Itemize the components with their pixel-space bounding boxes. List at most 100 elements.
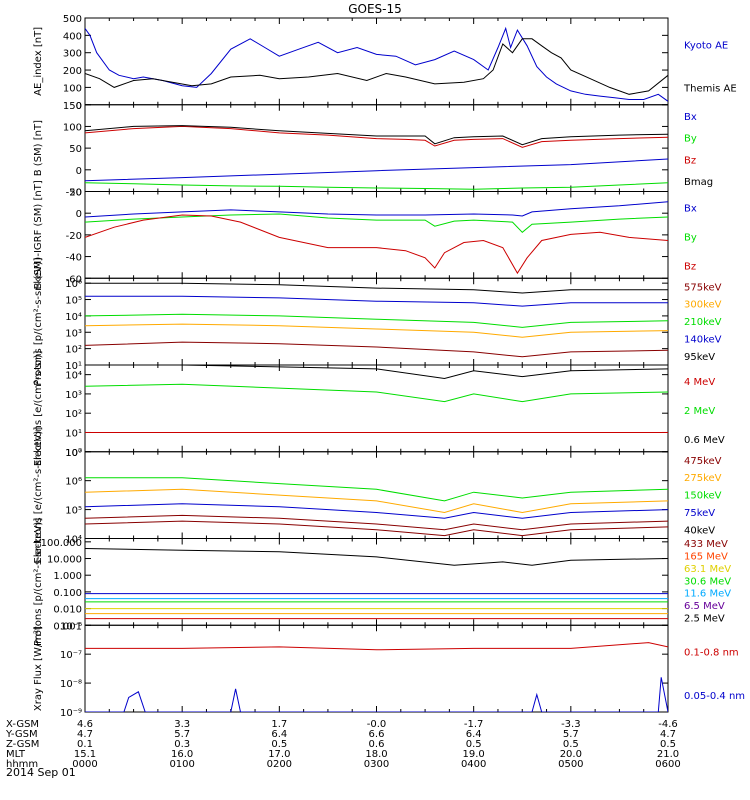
legend-40kev: 40keV (684, 525, 715, 536)
y-tick-label: 10⁴ (65, 312, 82, 323)
y-tick-label: 10¹ (65, 361, 82, 372)
panel-frame (84, 538, 669, 626)
orbit-value: 0.3 (174, 739, 190, 750)
y-tick-label: 10² (65, 409, 82, 420)
y-tick-label: -40 (66, 253, 82, 264)
y-tick-label: 10⁷ (65, 448, 82, 459)
panel-frame (84, 624, 669, 713)
series-line-by (85, 182, 668, 190)
series-line-2-mev (85, 383, 668, 403)
legend-bx: Bx (684, 204, 697, 215)
y-tick-label: 300 (63, 49, 82, 60)
orbit-label-z-gsm: Z-GSM (6, 739, 39, 750)
y-tick-label: 100 (63, 83, 82, 94)
y-tick-label: 10⁴ (65, 535, 82, 546)
orbit-value: 4.6 (77, 719, 93, 730)
orbit-value: 21.0 (657, 749, 679, 760)
legend-2-mev: 2 MeV (684, 406, 715, 417)
plot-title: GOES-15 (348, 2, 402, 16)
legend-165-mev: 165 MeV (684, 552, 728, 563)
legend-0-6-mev: 0.6 MeV (684, 435, 725, 446)
legend-by: By (684, 233, 697, 244)
orbit-label-y-gsm: Y-GSM (5, 729, 38, 740)
legend-bz: Bz (684, 155, 696, 166)
orbit-value: 0100 (169, 759, 194, 770)
y-tick-label: 10.000 (47, 555, 82, 566)
orbit-value: 6.6 (369, 729, 385, 740)
y-tick-label: 10⁻⁸ (60, 679, 82, 690)
orbit-value: 0.5 (563, 739, 579, 750)
orbit-value: -3.3 (561, 719, 581, 730)
orbit-value: 6.4 (271, 729, 287, 740)
legend-575kev: 575keV (684, 282, 722, 293)
y-tick-label: 0 (76, 101, 82, 112)
y-tick-label: 10² (65, 345, 82, 356)
panel-xray: 10⁻⁹ 10⁻⁸ 10⁻⁷ 10⁻⁶ Xray Flux [W/m²] 0.1-0.8 … (33, 621, 745, 719)
legend-by: By (684, 134, 697, 145)
orbit-label-x-gsm: X-GSM (6, 719, 39, 730)
y-tick-label: 1.000 (53, 571, 82, 582)
y-tick-label: -60 (66, 274, 82, 285)
panel-bigrf: -60 -40 -20 0 20 B (SM)-IGRF (SM) [nT] Bx By Bz (33, 180, 697, 289)
series-line-bz (85, 214, 668, 275)
y-tick-label: 100.000 (41, 538, 82, 549)
legend-2-5-mev: 2.5 MeV (684, 614, 725, 625)
y-axis-label: B (SM) [nT] (33, 120, 44, 176)
legend-themis-ae: Themis AE (683, 84, 737, 95)
orbit-value: 18.0 (365, 749, 387, 760)
series-line-themis-ae (85, 38, 668, 95)
y-tick-label: 10⁶ (65, 279, 82, 290)
series-line-0-05-0-4-nm (85, 677, 668, 712)
panel-frame (84, 104, 669, 192)
series-line-140kev (85, 323, 668, 338)
y-tick-label: 0 (76, 166, 82, 177)
orbit-label-mlt: MLT (6, 749, 26, 760)
series-line-95kev (85, 341, 668, 358)
series-line-475kev (85, 477, 668, 502)
series-line-575kev (85, 282, 668, 294)
panel-bsm: -50 0 50 100 150 B (SM) [nT] Bx By Bz Bmag (33, 101, 713, 199)
y-axis-label: Electrons [e/(cm²-s-sr-keV)] (33, 427, 44, 564)
orbit-value: 5.7 (563, 729, 579, 740)
y-tick-label: 10¹ (65, 428, 82, 439)
legend-0-05-0-4-nm: 0.05-0.4 nm (684, 691, 745, 702)
orbit-value: 6.4 (466, 729, 482, 740)
legend-275kev: 275keV (684, 473, 722, 484)
y-tick-label: 500 (63, 14, 82, 25)
y-tick-label: 200 (63, 66, 82, 77)
orbit-table: X-GSM 4.6 3.3 1.7 -0.0 -1.7 -3.3 -4.6 Y-GSM 4.7 5.… (5, 719, 681, 770)
y-tick-label: 10⁵ (65, 296, 82, 307)
series-line-275kev (85, 488, 668, 514)
y-tick-label: 100 (63, 122, 82, 133)
legend-63-1-mev: 63.1 MeV (684, 564, 731, 575)
series-line-by (85, 213, 668, 233)
y-tick-label: 10³ (65, 328, 82, 339)
legend-0-1-0-8-nm: 0.1-0.8 nm (684, 648, 739, 659)
orbit-value: 15.1 (74, 749, 96, 760)
orbit-value: 0200 (267, 759, 292, 770)
orbit-value: 4.7 (77, 729, 93, 740)
orbit-value: 1.7 (271, 719, 287, 730)
y-axis-label: Protons [p/(cm²-s-sr-keV)] (33, 518, 44, 646)
series-line-bx (85, 158, 668, 182)
y-tick-label: 150 (63, 101, 82, 112)
panel-electrons2: 10⁴ 10⁵ 10⁶ 10⁷ Electrons [e/(cm²-s-sr-keV)]… (33, 427, 722, 564)
y-tick-label: 0 (76, 209, 82, 220)
orbit-value: 0000 (72, 759, 97, 770)
legend-bx: Bx (684, 112, 697, 123)
y-tick-label: 400 (63, 31, 82, 42)
orbit-value: 0.5 (660, 739, 676, 750)
series-line-210kev (85, 313, 668, 328)
orbit-value: 3.3 (174, 719, 190, 730)
legend-210kev: 210keV (684, 317, 722, 328)
y-tick-label: 10⁰ (65, 448, 82, 459)
orbit-value: 0400 (461, 759, 486, 770)
series-line-kyoto-ae (85, 26, 668, 102)
legend-475kev: 475keV (684, 456, 722, 467)
date-label: 2014 Sep 01 (6, 766, 76, 779)
legend-300kev: 300keV (684, 300, 722, 311)
legend-75kev: 75keV (684, 508, 715, 519)
y-tick-label: 10⁻⁹ (60, 708, 82, 719)
orbit-value: 0.5 (466, 739, 482, 750)
